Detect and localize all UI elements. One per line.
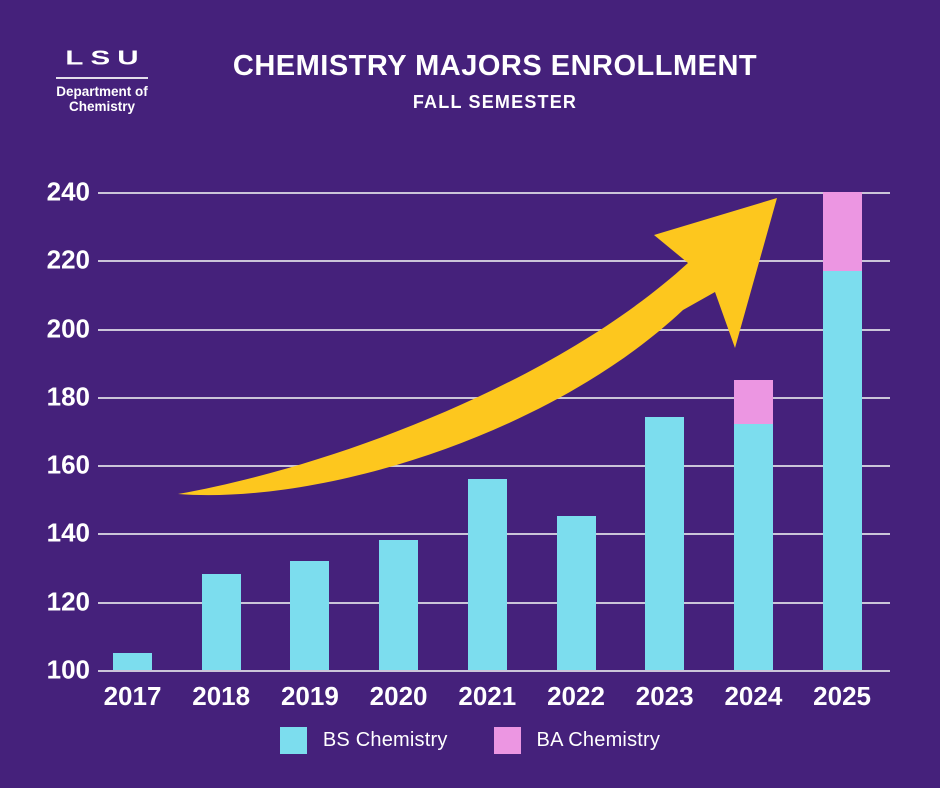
bar-2017 xyxy=(113,652,152,670)
bar-2020 xyxy=(379,540,419,670)
x-axis-tick-2022: 2022 xyxy=(547,681,605,711)
x-axis-tick-2023: 2023 xyxy=(635,681,694,711)
legend-swatch-ba xyxy=(493,727,521,754)
logo-divider xyxy=(56,77,148,79)
bar-2025-ba-segment xyxy=(822,192,862,271)
x-axis-tick-2021: 2021 xyxy=(458,681,517,711)
bar-2017-bs-segment xyxy=(113,652,152,670)
bar-2024-ba-segment xyxy=(733,379,773,425)
bar-2024-bs-segment xyxy=(733,424,773,670)
y-axis-tick-100: 100 xyxy=(46,654,90,685)
bar-2020-bs-segment xyxy=(379,540,419,670)
logo-dept-line2: Chemistry xyxy=(68,99,136,115)
chart-subtitle: FALL SEMESTER xyxy=(412,92,578,112)
gridline-100 xyxy=(98,670,890,672)
x-axis-tick-2020: 2020 xyxy=(369,681,428,711)
y-axis-tick-160: 160 xyxy=(46,449,90,480)
x-axis-tick-2017: 2017 xyxy=(103,681,162,711)
y-axis-tick-120: 120 xyxy=(46,585,90,616)
gridline-240 xyxy=(98,192,890,194)
legend-label-bs: BS Chemistry xyxy=(322,729,448,751)
bar-2021 xyxy=(467,478,507,670)
y-axis-tick-200: 200 xyxy=(46,312,90,343)
x-axis-tick-2019: 2019 xyxy=(280,681,339,711)
bar-2023-bs-segment xyxy=(645,417,685,670)
lsu-logo-text: LSU xyxy=(65,46,146,70)
bar-2019 xyxy=(290,560,330,670)
bar-2021-bs-segment xyxy=(467,478,507,670)
bar-2025-bs-segment xyxy=(822,270,862,670)
gridline-200 xyxy=(98,328,890,331)
y-axis-tick-240: 240 xyxy=(46,176,90,207)
x-axis-tick-2018: 2018 xyxy=(192,681,251,711)
x-axis-tick-2025: 2025 xyxy=(813,681,872,711)
x-axis-tick-2024: 2024 xyxy=(724,681,783,711)
y-axis-tick-140: 140 xyxy=(46,517,90,548)
bar-2022 xyxy=(556,516,596,670)
y-axis-tick-220: 220 xyxy=(46,244,90,275)
bar-2019-bs-segment xyxy=(290,560,330,670)
bar-2018-bs-segment xyxy=(201,574,241,670)
gridline-220 xyxy=(98,260,890,263)
bar-2023 xyxy=(645,417,685,670)
chart-title: CHEMISTRY MAJORS ENROLLMENT xyxy=(232,50,758,82)
bar-2025 xyxy=(822,192,862,670)
legend-swatch-bs xyxy=(279,727,307,754)
bar-2024 xyxy=(733,379,773,670)
bar-2022-bs-segment xyxy=(556,516,596,670)
y-axis-tick-180: 180 xyxy=(46,381,90,412)
legend-label-ba: BA Chemistry xyxy=(536,729,661,751)
bar-2018 xyxy=(201,574,241,670)
chart-legend: BS Chemistry BA Chemistry xyxy=(0,727,940,754)
header: CHEMISTRY MAJORS ENROLLMENT FALL SEMESTE… xyxy=(150,50,840,113)
lsu-logo: LSU Department of Chemistry xyxy=(52,44,152,114)
logo-dept-line1: Department of xyxy=(56,84,148,99)
legend-item-ba: BA Chemistry xyxy=(493,727,661,754)
legend-item-bs: BS Chemistry xyxy=(279,727,448,754)
